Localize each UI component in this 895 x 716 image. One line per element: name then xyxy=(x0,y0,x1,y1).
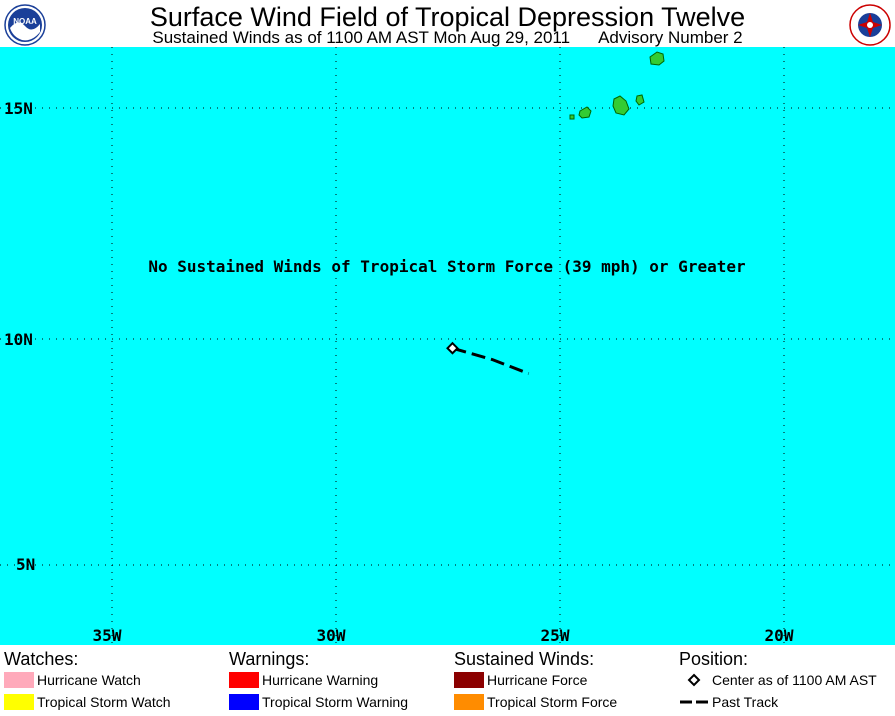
legend-position-title: Position: xyxy=(679,649,749,669)
diamond-icon xyxy=(687,673,701,687)
tropical-storm-force-swatch xyxy=(454,694,484,710)
no-winds-message: No Sustained Winds of Tropical Storm For… xyxy=(148,257,745,276)
wind-field-map: 15N 10N 5N 35W 30W 25W 20W No Sustained … xyxy=(0,47,895,645)
tropical-storm-force-label: Tropical Storm Force xyxy=(487,694,618,710)
past-track-label: Past Track xyxy=(712,694,779,710)
center-position-label: Center as of 1100 AM AST xyxy=(712,672,877,688)
island-boa-vista xyxy=(635,94,645,106)
legend: Watches: Hurricane Watch Tropical Storm … xyxy=(0,645,895,716)
island-fogo xyxy=(578,106,592,119)
advisory-number-text: Advisory Number 2 xyxy=(598,28,743,47)
dashed-line-icon xyxy=(680,700,708,704)
hurricane-watch-label: Hurricane Watch xyxy=(37,672,141,688)
valid-time-text: Sustained Winds as of 1100 AM AST Mon Au… xyxy=(152,28,571,47)
legend-winds-title: Sustained Winds: xyxy=(454,649,595,669)
page-subtitle: Sustained Winds as of 1100 AM AST Mon Au… xyxy=(0,28,895,47)
noaa-logo: NOAA xyxy=(4,4,46,46)
header: NOAA Surface Wind Field of Tropical Depr… xyxy=(0,0,895,47)
tropical-storm-warning-label: Tropical Storm Warning xyxy=(262,694,409,710)
tropical-storm-watch-label: Tropical Storm Watch xyxy=(37,694,171,710)
past-track-line xyxy=(452,346,530,375)
tropical-storm-warning-swatch xyxy=(229,694,259,710)
island-santiago xyxy=(612,95,630,116)
hurricane-watch-swatch xyxy=(4,672,34,688)
lon-label-30w: 30W xyxy=(317,626,346,645)
hurricane-warning-swatch xyxy=(229,672,259,688)
svg-text:NOAA: NOAA xyxy=(13,17,37,26)
nws-logo xyxy=(849,4,891,46)
lat-label-5n: 5N xyxy=(16,555,35,574)
lon-label-25w: 25W xyxy=(541,626,570,645)
island-brava xyxy=(569,114,575,120)
cape-verde-islands xyxy=(569,51,665,120)
page-title: Surface Wind Field of Tropical Depressio… xyxy=(149,2,746,32)
hurricane-force-swatch xyxy=(454,672,484,688)
hurricane-force-label: Hurricane Force xyxy=(487,672,588,688)
tropical-storm-watch-swatch xyxy=(4,694,34,710)
legend-warnings-title: Warnings: xyxy=(229,649,310,669)
legend-watches-title: Watches: xyxy=(4,649,79,669)
map-canvas: 15N 10N 5N 35W 30W 25W 20W No Sustained … xyxy=(0,47,895,645)
hurricane-warning-label: Hurricane Warning xyxy=(262,672,379,688)
ocean-area xyxy=(0,47,895,645)
storm-center-marker xyxy=(446,341,459,355)
lon-label-20w: 20W xyxy=(765,626,794,645)
lon-label-35w: 35W xyxy=(93,626,122,645)
lat-label-15n: 15N xyxy=(4,99,33,118)
lat-label-10n: 10N xyxy=(4,330,33,349)
island-santo-antao xyxy=(649,51,665,66)
